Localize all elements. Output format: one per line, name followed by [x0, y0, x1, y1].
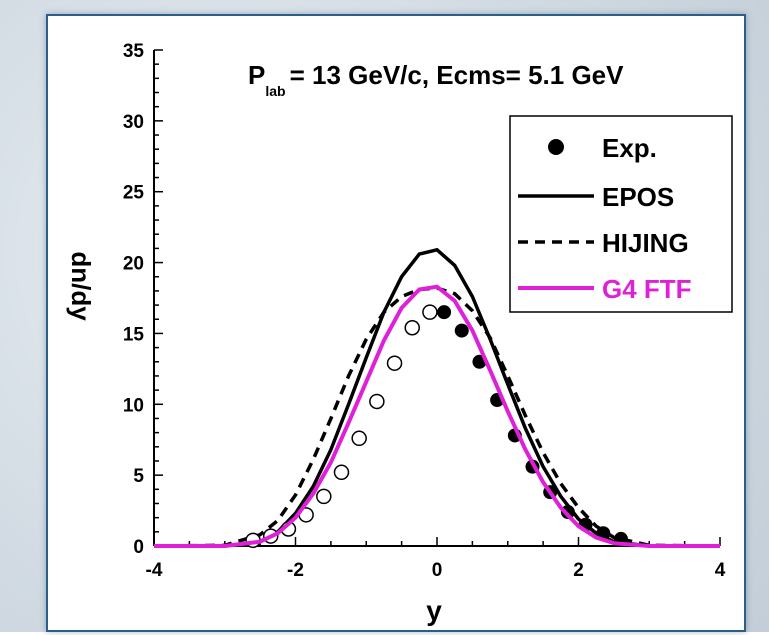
legend-g4ftf-label: G4 FTF — [602, 274, 692, 304]
series-line-epos — [154, 247, 720, 548]
y-tick-label: 20 — [123, 254, 144, 275]
y-tick-label: 0 — [133, 537, 144, 558]
chart-title: Plab = 13 GeV/c, Ecms= 5.1 GeV — [248, 60, 624, 99]
data-point-open — [333, 464, 350, 481]
legend-hijing-label: HIJING — [602, 228, 689, 258]
data-point-open — [404, 320, 420, 336]
data-point-filled — [454, 323, 469, 338]
y-tick-label: 15 — [123, 324, 145, 345]
chart-panel: 0 5 10 15 20 25 30 35 -4 -2 0 2 4 Plab = 13 GeV/c, Ec… — [46, 14, 746, 632]
chart-title-sub: lab — [265, 83, 285, 99]
chart-title-main: P — [248, 60, 265, 90]
data-point-open — [351, 430, 367, 447]
legend-epos-label: EPOS — [602, 182, 674, 212]
data-point-open — [422, 304, 438, 320]
series-line-g4ftf — [154, 284, 720, 548]
y-axis-label: dn/dy — [66, 251, 96, 321]
data-point-filled — [437, 305, 452, 320]
data-point-filled — [560, 504, 575, 519]
series-marks — [153, 247, 721, 549]
x-tick-label: -2 — [287, 560, 304, 581]
x-tick-label: 2 — [573, 560, 584, 581]
x-tick-label: -4 — [146, 560, 163, 581]
y-tick-label: 5 — [133, 466, 144, 487]
data-point-open — [386, 355, 403, 371]
y-tick-label: 25 — [123, 183, 145, 204]
data-point-open — [369, 393, 385, 410]
legend-exp-marker — [548, 139, 564, 155]
legend-exp-label: Exp. — [602, 133, 657, 163]
y-tick-label: 10 — [123, 395, 144, 416]
legend-box — [509, 115, 733, 313]
x-axis-label: y — [426, 595, 442, 626]
chart-title-rest: = 13 GeV/c, Ecms= 5.1 GeV — [290, 60, 625, 90]
series-line-hijing — [153, 286, 721, 548]
x-tick-label: 4 — [715, 560, 726, 581]
y-tick-label: 35 — [123, 41, 145, 62]
data-point-open — [316, 488, 332, 505]
y-tick-label: 30 — [123, 112, 144, 133]
x-tick-label: 0 — [432, 560, 443, 581]
legend: Exp. EPOS HIJING G4 FTF — [509, 115, 733, 313]
chart-svg: 0 5 10 15 20 25 30 35 -4 -2 0 2 4 Plab = 13 GeV/c, Ec… — [66, 41, 733, 626]
